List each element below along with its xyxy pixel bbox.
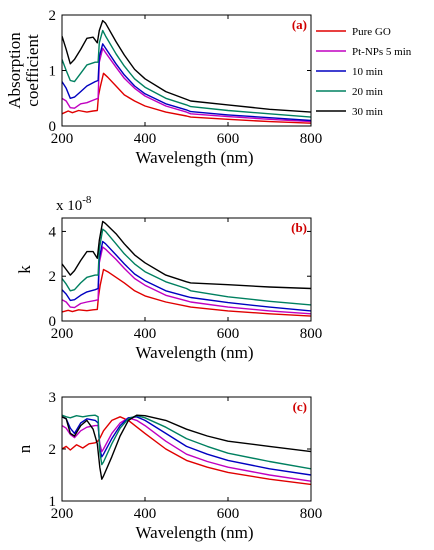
legend-entry: 30 min [352,106,383,118]
x-tick-label: 200 [51,326,74,342]
x-axis-label: Wavelength (nm) [135,148,253,167]
panel-label: (a) [292,17,307,32]
x-axis-label: Wavelength (nm) [135,523,253,542]
x-tick-label: 600 [217,506,240,522]
y-tick-label: 2 [49,442,57,458]
x-tick-label: 600 [217,131,240,147]
x-tick-label: 400 [134,131,157,147]
series-line-2 [62,47,311,123]
plot-frame [61,217,312,322]
series-group [62,19,311,124]
series-line-4 [62,29,311,118]
legend-entry: 20 min [352,86,383,98]
y-tick-label: 3 [49,390,57,406]
series-line-2 [62,246,311,315]
y-axis-label: coefficient [23,34,42,107]
legend-entry: 10 min [352,66,383,78]
series-line-2 [62,417,311,482]
panel-1: 200 400 600 800 0 1 2 Wavelength (nm) Absorption… [5,8,412,167]
scale-factor-label: x 10-8 [56,194,92,214]
series-line-1 [62,268,311,317]
x-tick-label: 800 [300,131,323,147]
series-line-1 [62,416,311,486]
x-tick-label: 200 [51,506,74,522]
panel-3: 200 400 600 800 1 2 3 Wavelength (nm) n (c) [15,390,322,542]
series-line-1 [62,72,311,124]
series-line-3 [62,416,311,476]
series-line-4 [62,228,311,306]
x-tick-label: 400 [134,326,157,342]
x-tick-label: 400 [134,506,157,522]
series-line-5 [62,220,311,290]
series-line-5 [62,414,311,480]
y-tick-label: 1 [49,64,57,80]
x-tick-label: 800 [300,506,323,522]
panel-label: (c) [293,399,307,414]
series-line-3 [62,43,311,122]
series-line-5 [62,19,311,113]
y-tick-label: 1 [49,494,57,510]
y-axis-label: n [15,444,34,453]
panel-label: (b) [291,220,307,235]
y-axis-label: Absorption [5,32,24,109]
series-group [62,414,311,486]
y-tick-label: 4 [49,224,57,240]
y-axis-label: k [15,265,34,274]
y-tick-label: 2 [49,8,57,24]
y-tick-label: 0 [49,119,57,135]
legend-entry: Pt-NPs 5 min [352,46,412,58]
legend-entry: Pure GO [352,26,391,38]
series-group [62,220,311,317]
y-tick-label: 0 [49,314,57,330]
scale-factor-base: x 10 [56,198,82,214]
series-line-4 [62,414,311,470]
x-tick-label: 600 [217,326,240,342]
y-tick-label: 2 [49,269,57,285]
x-tick-label: 200 [51,131,74,147]
x-tick-label: 800 [300,326,323,342]
scale-factor-exponent: -8 [82,194,92,206]
legend: Pure GO Pt-NPs 5 min 10 min 20 min 30 min [316,26,412,118]
panel-2: 200 400 600 800 0 2 4 Wavelength (nm) k x 10-8 (b) [15,194,322,362]
x-axis-label: Wavelength (nm) [135,343,253,362]
series-line-3 [62,240,311,312]
